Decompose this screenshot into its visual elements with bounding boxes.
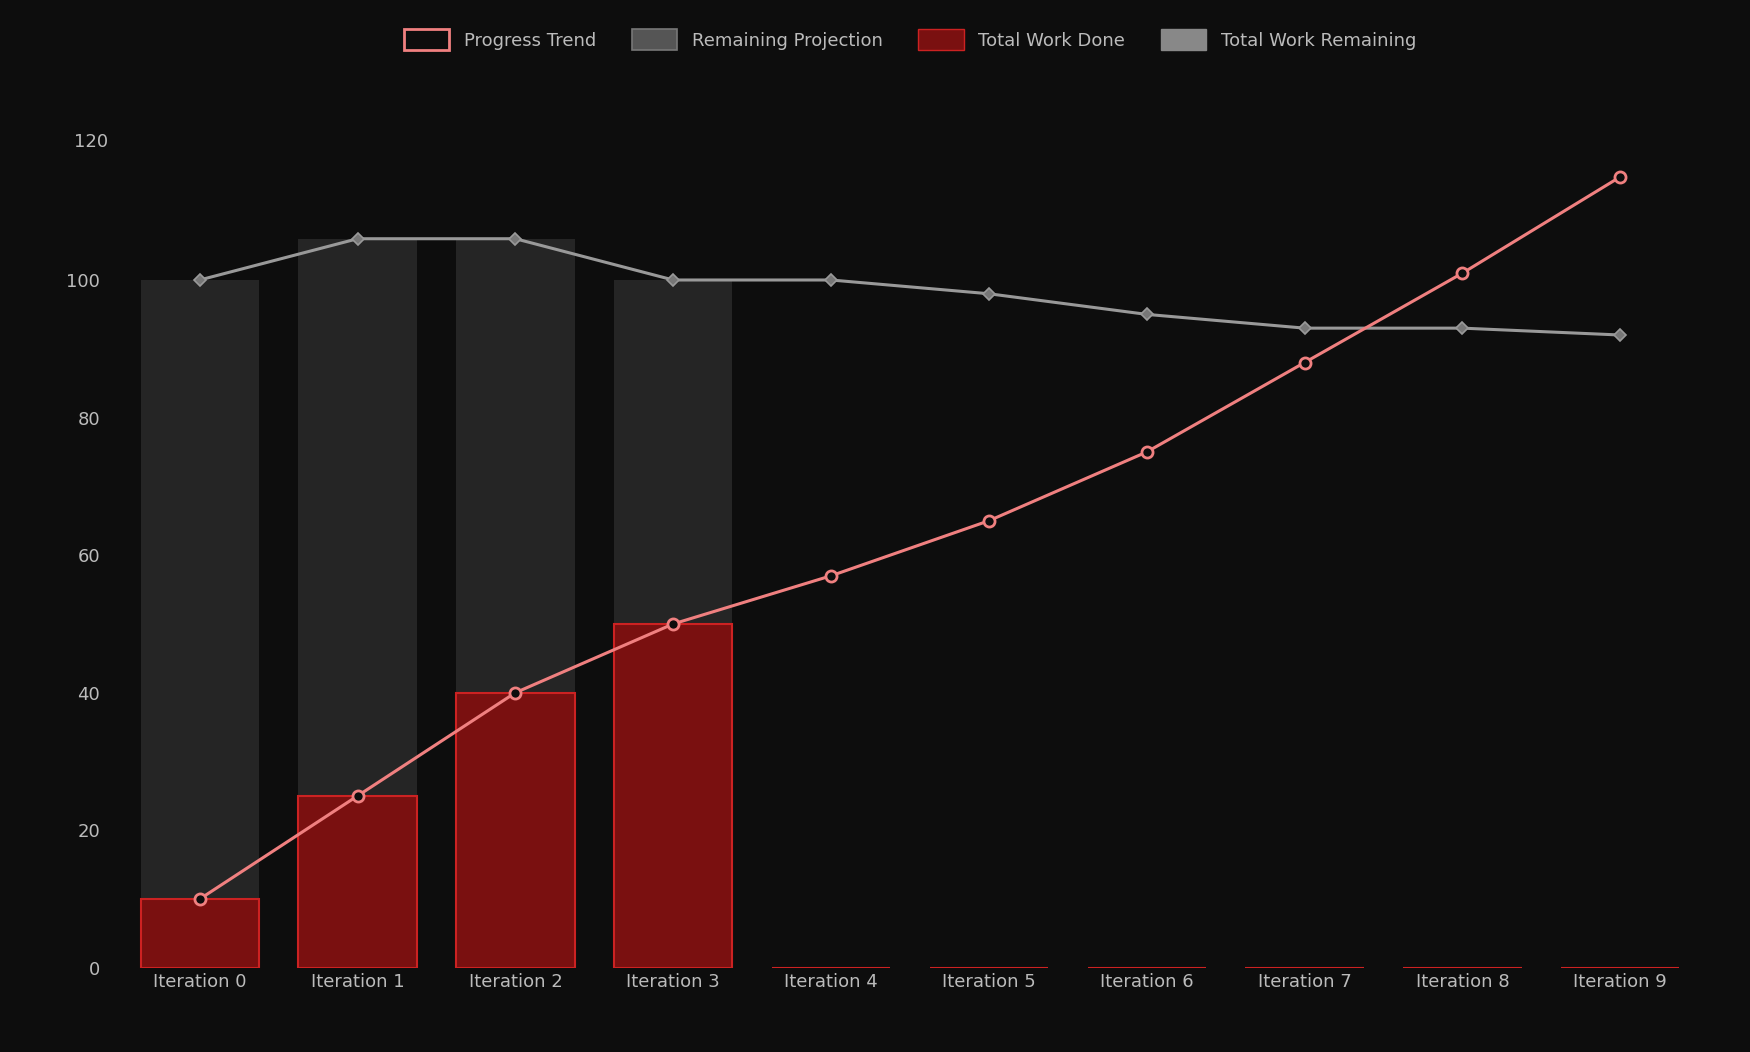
Bar	[140, 280, 259, 968]
Bar	[298, 239, 416, 968]
Bar	[140, 899, 259, 968]
Legend: Progress Trend, Remaining Projection, Total Work Done, Total Work Remaining: Progress Trend, Remaining Projection, To…	[396, 20, 1424, 59]
Bar	[298, 796, 416, 968]
Bar	[457, 692, 574, 968]
Bar	[614, 624, 733, 968]
Bar	[614, 280, 733, 968]
Bar	[457, 239, 574, 968]
Text: 120: 120	[74, 134, 108, 151]
